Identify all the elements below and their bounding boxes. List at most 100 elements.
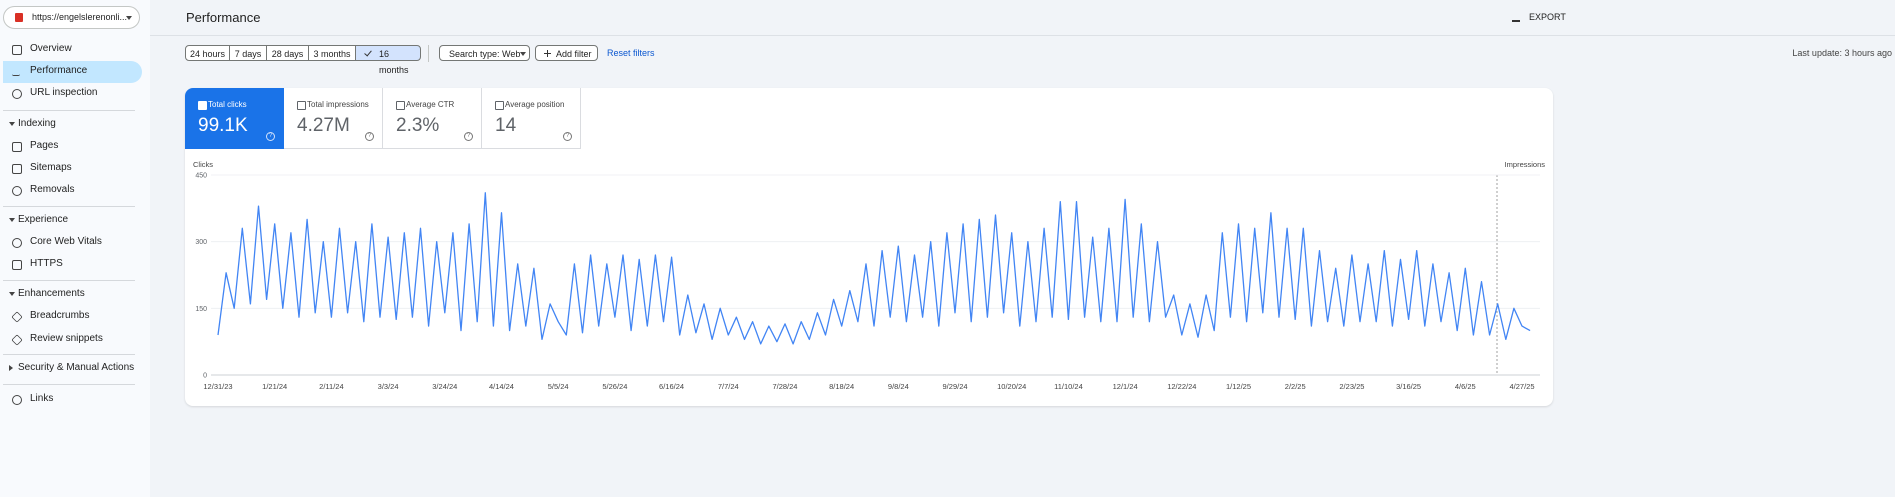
section-caret (9, 122, 15, 126)
y2-axis-label: Impressions (1505, 160, 1546, 169)
property-selector[interactable]: https://engelslerenonli... (3, 6, 140, 29)
nav-section[interactable]: Indexing (18, 118, 56, 129)
metric-label: Average position (505, 100, 565, 109)
x-tick-label: 7/28/24 (772, 382, 797, 391)
property-icon (15, 13, 23, 22)
metric-value: 14 (495, 115, 517, 136)
x-tick-label: 9/29/24 (943, 382, 968, 391)
x-tick-label: 12/31/23 (203, 382, 232, 391)
x-tick-label: 5/26/24 (602, 382, 627, 391)
nav-item[interactable]: Overview (30, 43, 72, 54)
x-tick-label: 1/12/25 (1226, 382, 1251, 391)
nav-section[interactable]: Experience (18, 214, 69, 225)
y-tick-label: 0 (203, 373, 207, 380)
x-tick-label: 3/16/25 (1396, 382, 1421, 391)
range-chip[interactable]: 3 months (308, 45, 356, 61)
help-icon: ? (464, 132, 473, 141)
search-type: Search type: Web (449, 49, 521, 59)
section-caret (9, 365, 13, 371)
divider (3, 354, 135, 355)
chart: Clicks Impressions 0 150 300 450 12/31/23 1/2… (193, 160, 1546, 391)
divider (3, 206, 135, 207)
property-url: https://engelslerenonli... (32, 12, 128, 22)
cwv-icon (12, 238, 22, 248)
x-tick-label: 7/7/24 (718, 382, 739, 391)
divider (3, 280, 135, 281)
range-chip[interactable]: 24 hours (185, 45, 230, 61)
x-tick-label: 11/10/24 (1054, 382, 1083, 391)
x-tick-label: 8/18/24 (829, 382, 854, 391)
nav-item[interactable]: URL inspection (30, 87, 98, 98)
add-filter-chip[interactable]: Add filter (535, 45, 598, 61)
nav-section[interactable]: Security & Manual Actions (18, 362, 135, 373)
divider (3, 384, 135, 385)
last-update: Last update: 3 hours ago (1792, 48, 1892, 58)
dropdown-caret (520, 52, 526, 56)
page-title: Performance (186, 10, 261, 25)
nav-item[interactable]: Review snippets (30, 333, 103, 344)
help-icon: ? (365, 132, 374, 141)
nav-item[interactable]: Performance (30, 65, 88, 76)
metric-value: 99.1K (198, 115, 248, 136)
metric-value: 4.27M (297, 115, 350, 136)
sitemaps-icon (12, 164, 22, 174)
metric-label: Total impressions (307, 100, 369, 109)
help-icon: ? (563, 132, 572, 141)
header-divider (150, 35, 1895, 36)
checkbox (297, 101, 306, 110)
x-tick-label: 12/1/24 (1113, 382, 1138, 391)
x-tick-label: 2/2/25 (1285, 382, 1306, 391)
separator (428, 45, 429, 62)
range-chip[interactable]: 7 days (229, 45, 267, 61)
nav-item[interactable]: Links (30, 393, 54, 404)
y-tick-label: 300 (195, 239, 207, 246)
x-tick-label: 4/14/24 (489, 382, 514, 391)
metric-value: 2.3% (396, 115, 440, 136)
export-label: EXPORT (1529, 12, 1566, 22)
x-tick-label: 5/5/24 (548, 382, 569, 391)
x-tick-label: 1/21/24 (262, 382, 287, 391)
y-tick-label: 150 (195, 306, 207, 313)
y-axis-label: Clicks (193, 160, 213, 169)
range-chip[interactable]: 28 days (266, 45, 309, 61)
metric-label: Total clicks (208, 100, 247, 109)
nav-item[interactable]: Pages (30, 140, 59, 151)
nav-section[interactable]: Enhancements (18, 288, 85, 299)
home-icon (12, 45, 22, 55)
nav-item[interactable]: Breadcrumbs (30, 310, 90, 321)
plus-icon (547, 50, 548, 57)
section-caret (9, 292, 15, 296)
checkbox-checked (198, 101, 207, 110)
x-tick-label: 2/23/25 (1339, 382, 1364, 391)
x-tick-label: 10/20/24 (997, 382, 1026, 391)
nav-item[interactable]: HTTPS (30, 258, 63, 269)
x-tick-label: 6/16/24 (659, 382, 684, 391)
search-type-chip[interactable]: Search type: Web (439, 45, 530, 61)
search-icon (12, 89, 22, 99)
download-icon (1512, 12, 1520, 22)
help-icon: ? (266, 132, 275, 141)
reset-filters[interactable]: Reset filters (607, 48, 655, 58)
metric-tile[interactable]: Total clicks 99.1K ? (185, 88, 284, 149)
x-tick-label: 2/11/24 (319, 382, 343, 391)
sidebar: https://engelslerenonli... Overview Perf… (0, 0, 150, 497)
nav-item[interactable]: Core Web Vitals (30, 236, 102, 247)
trend-icon (12, 67, 20, 76)
nav-item[interactable]: Removals (30, 184, 75, 195)
main: Performance EXPORT 24 hours 7 days 28 da… (150, 0, 1895, 497)
metric-tile[interactable]: Total impressions 4.27M ? (284, 88, 383, 149)
x-tick-label: 12/22/24 (1167, 382, 1196, 391)
x-tick-label: 3/24/24 (432, 382, 457, 391)
section-caret (9, 218, 15, 222)
nav-item[interactable]: Sitemaps (30, 162, 72, 173)
metric-tile[interactable]: Average position 14 ? (482, 88, 581, 149)
range-chip-selected[interactable]: 16 months (355, 45, 421, 75)
divider (3, 110, 135, 111)
lock-icon (12, 260, 22, 270)
clicks-line (217, 192, 1531, 345)
x-tick-label: 9/8/24 (888, 382, 909, 391)
range-label: 16 months (379, 49, 409, 75)
y-tick-label: 450 (195, 173, 207, 180)
removals-icon (12, 186, 22, 196)
metric-tile[interactable]: Average CTR 2.3% ? (383, 88, 482, 149)
